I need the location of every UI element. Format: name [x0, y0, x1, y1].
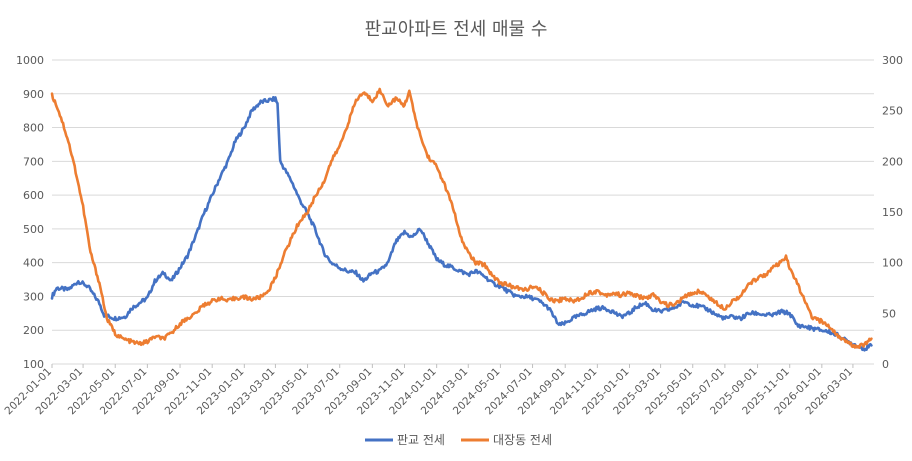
right-axis-tick-label: 300 [882, 54, 903, 67]
x-axis-ticks: 2022-01-012022-03-012022-05-012022-07-01… [2, 364, 855, 417]
series-layer [50, 87, 873, 352]
right-axis-tick-label: 50 [882, 307, 896, 320]
right-axis-tick-label: 0 [882, 358, 889, 371]
series-line-daejang [50, 87, 873, 350]
left-axis-tick-label: 200 [23, 324, 44, 337]
right-axis-tick-label: 200 [882, 155, 903, 168]
left-axis-tick-label: 700 [23, 155, 44, 168]
left-axis-ticks: 1000 900 800 700 600 500 400 300 200 100 [16, 54, 44, 371]
legend: 판교 전세 대장동 전세 [365, 433, 552, 447]
legend-label-pangyo[interactable]: 판교 전세 [397, 433, 445, 447]
left-axis-tick-label: 300 [23, 290, 44, 303]
left-axis-tick-label: 600 [23, 189, 44, 202]
left-axis-tick-label: 400 [23, 257, 44, 270]
left-axis-tick-label: 100 [23, 358, 44, 371]
left-axis-tick-label: 1000 [16, 54, 44, 67]
legend-label-daejang[interactable]: 대장동 전세 [493, 433, 552, 447]
right-axis-tick-label: 100 [882, 257, 903, 270]
chart-title: 판교아파트 전세 매물 수 [365, 19, 548, 40]
gridlines [52, 59, 874, 365]
series-line-pangyo [50, 96, 873, 352]
left-axis-tick-label: 800 [23, 122, 44, 135]
right-axis-tick-label: 250 [882, 105, 903, 118]
left-axis-tick-label: 500 [23, 223, 44, 236]
right-axis-ticks: 300 250 200 150 100 50 0 [882, 54, 903, 371]
left-axis-tick-label: 900 [23, 88, 44, 101]
right-axis-tick-label: 150 [882, 206, 903, 219]
